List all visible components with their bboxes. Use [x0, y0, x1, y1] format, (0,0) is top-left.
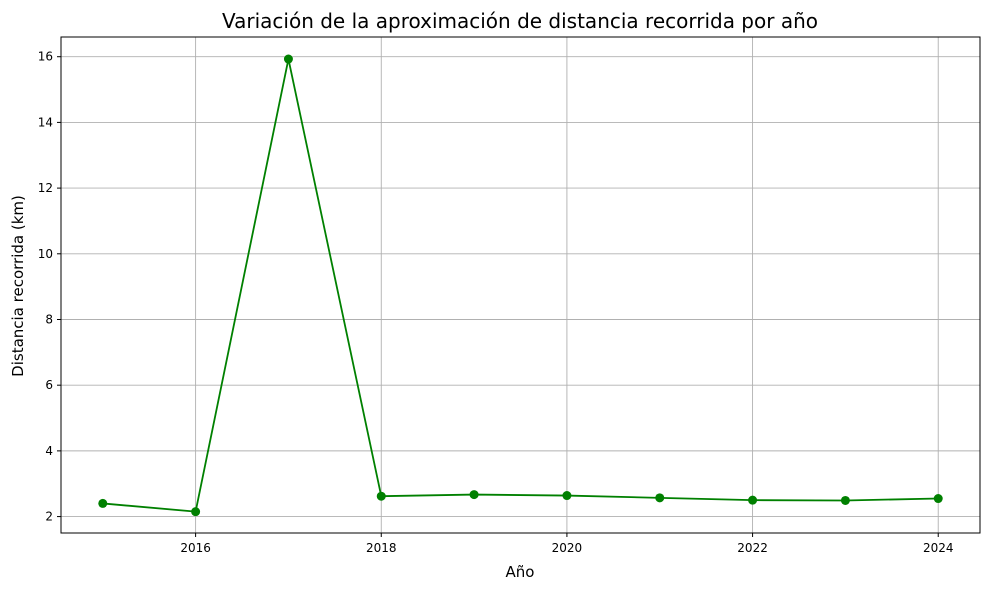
y-tick-label: 6 — [45, 378, 53, 392]
y-tick-label: 2 — [45, 510, 53, 524]
y-axis-label: Distancia recorrida (km) — [9, 195, 27, 377]
y-tick-label: 8 — [45, 312, 53, 326]
x-axis-label: Año — [506, 563, 535, 581]
axis-ticks: 2016 2018 2020 2022 2024 2 4 6 8 10 12 14 16 — [38, 50, 954, 555]
series-line — [102, 58, 939, 513]
x-tick-label: 2022 — [737, 541, 768, 555]
x-tick-label: 2024 — [923, 541, 954, 555]
x-tick-label: 2020 — [552, 541, 583, 555]
series-layer — [98, 54, 943, 517]
y-tick-label: 16 — [38, 50, 53, 64]
x-tick-label: 2018 — [366, 541, 397, 555]
grid — [61, 37, 980, 533]
data-point — [655, 493, 665, 503]
data-point — [840, 495, 850, 505]
data-point — [191, 507, 201, 517]
x-tick-label: 2016 — [180, 541, 211, 555]
data-point — [469, 490, 479, 500]
data-point — [748, 495, 758, 505]
y-tick-label: 14 — [38, 115, 53, 129]
data-point — [283, 54, 293, 64]
y-tick-label: 4 — [45, 444, 53, 458]
y-tick-label: 10 — [38, 247, 53, 261]
data-point — [98, 498, 108, 508]
chart-title: Variación de la aproximación de distanci… — [222, 9, 818, 33]
data-point — [562, 491, 572, 501]
data-point — [376, 491, 386, 501]
y-tick-label: 12 — [38, 181, 53, 195]
plot-frame — [60, 36, 981, 534]
data-point — [933, 494, 943, 504]
